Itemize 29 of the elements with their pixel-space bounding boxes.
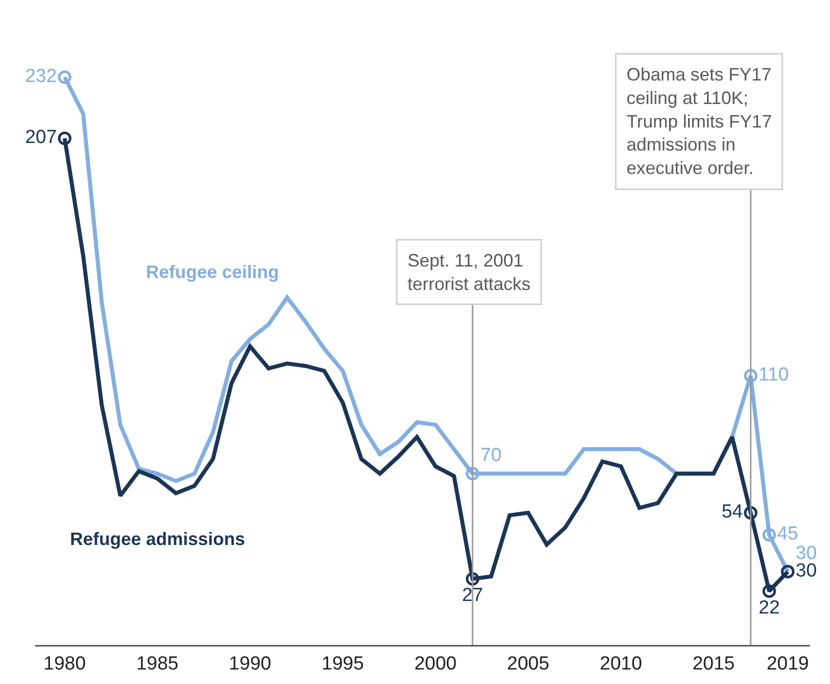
point — [744, 369, 758, 382]
point — [762, 584, 776, 598]
x-tick-label: 2005 — [507, 653, 550, 674]
ref-line-label: Sept. 11, 2001 terrorist attacks — [408, 250, 531, 294]
x-tick-label: 2000 — [414, 653, 457, 674]
text: Refugee admissions — [70, 529, 246, 549]
point — [744, 506, 758, 520]
x-tick-label: 2015 — [692, 653, 735, 674]
data-label: 207 — [25, 127, 57, 148]
data-label: 45 — [777, 524, 798, 545]
x-tick-label: 2019 — [766, 653, 809, 674]
data-label: 232 — [25, 66, 57, 87]
data-label: 27 — [462, 585, 484, 606]
point — [466, 466, 480, 480]
x-tick-label: 1990 — [228, 653, 272, 674]
x-tick-label: 1985 — [136, 653, 179, 674]
data-label: 110 — [758, 364, 789, 386]
x-tick-label: 2010 — [600, 653, 642, 674]
ref-line-label: Obama sets FY17 ceiling at 110K; Trump limits FY17 admissions in executive order. — [626, 64, 772, 178]
series-label: Refugee ceiling — [146, 262, 280, 282]
data-label: 22 — [758, 597, 780, 618]
data-label: 54 — [722, 502, 744, 523]
x-tick-label: 1980 — [44, 653, 86, 674]
x-tick-label: 1995 — [322, 653, 364, 674]
point — [58, 132, 72, 146]
point — [466, 572, 480, 586]
point — [58, 70, 72, 84]
data-label: 70 — [480, 445, 502, 466]
point — [762, 528, 776, 542]
